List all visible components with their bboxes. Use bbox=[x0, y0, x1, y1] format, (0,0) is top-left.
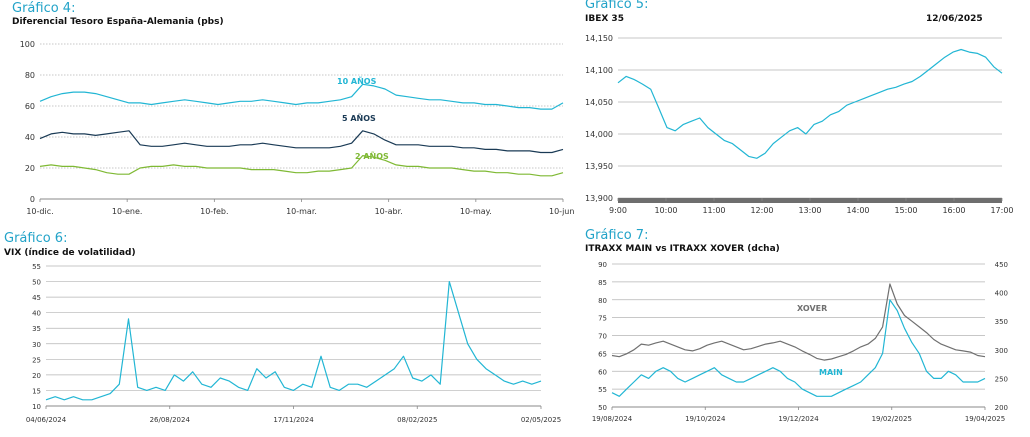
x-tick-label: 19/08/2024 bbox=[592, 415, 633, 423]
5-anos-series-line bbox=[39, 130, 564, 154]
x-tick-label: 16:00 bbox=[942, 206, 965, 215]
x-tick-label: 15:00 bbox=[894, 206, 917, 215]
x-tick-label: 19/12/2024 bbox=[778, 415, 819, 423]
x-tick-label: 02/05/2025 bbox=[521, 416, 561, 424]
x-tick-label: 10-mar. bbox=[286, 207, 317, 216]
chart-g5-plot: 13,900 13,950 14,000 14,050 14,100 14,150 9:00… bbox=[585, 34, 1014, 215]
y-tick-label: 0 bbox=[30, 195, 35, 204]
y-tick-label: 40 bbox=[32, 310, 41, 318]
y-tick-label: 14,000 bbox=[585, 130, 613, 139]
y-tick-label: 35 bbox=[32, 325, 41, 333]
x-tick-label: 13:00 bbox=[798, 206, 821, 215]
y-tick-label: 100 bbox=[20, 40, 35, 49]
y-tick-label: 80 bbox=[598, 297, 607, 305]
x-tick-label: 9:00 bbox=[609, 206, 627, 215]
x-tick-label: 12:00 bbox=[750, 206, 773, 215]
chart-label: Gráfico 4: bbox=[12, 1, 76, 16]
chart-title: ITRAXX MAIN vs ITRAXX XOVER (dcha) bbox=[585, 244, 780, 254]
y-tick-label: 50 bbox=[32, 279, 41, 287]
x-tick-label: 10:00 bbox=[654, 206, 677, 215]
x-tick-label: 19/04/2025 bbox=[965, 415, 1005, 423]
x-tick-label: 26/08/2024 bbox=[150, 416, 191, 424]
g6-series-line bbox=[45, 280, 542, 401]
y-tick-label: 13,900 bbox=[585, 194, 613, 203]
y2-tick-label: 300 bbox=[995, 347, 1008, 355]
chart-panel-g6: Gráfico 6: VIX (índice de volatilidad) 1… bbox=[0, 228, 575, 437]
x-tick-label: 17:00 bbox=[990, 206, 1013, 215]
y2-tick-label: 400 bbox=[995, 290, 1008, 298]
y-tick-label: 55 bbox=[32, 263, 41, 271]
x-tick-label: 11:00 bbox=[702, 206, 725, 215]
y-tick-label: 40 bbox=[25, 133, 35, 142]
chart-g7-plot: 50 55 60 65 70 75 80 85 90 200 250 300 350 400 450 19/0… bbox=[592, 261, 1008, 423]
chart-title: VIX (índice de volatilidad) bbox=[4, 248, 136, 258]
x-tick-label: 10-abr. bbox=[375, 207, 403, 216]
y-tick-label: 65 bbox=[598, 350, 607, 358]
y-tick-label: 50 bbox=[598, 404, 607, 412]
y-tick-label: 10 bbox=[32, 403, 41, 411]
y-tick-label: 55 bbox=[598, 386, 607, 394]
chart-label: Gráfico 6: bbox=[4, 231, 68, 246]
chart-panel-g7: Gráfico 7: ITRAXX MAIN vs ITRAXX XOVER (… bbox=[580, 228, 1030, 437]
y-tick-label: 14,100 bbox=[585, 66, 613, 75]
series-label: 10 AÑOS bbox=[337, 76, 377, 86]
series-label: 5 AÑOS bbox=[342, 113, 376, 123]
y-tick-label: 70 bbox=[598, 333, 607, 341]
chart-label: Gráfico 7: bbox=[585, 228, 649, 243]
10-anos-series-line bbox=[39, 83, 564, 110]
y-tick-label: 60 bbox=[598, 368, 607, 376]
y2-tick-label: 250 bbox=[995, 375, 1008, 383]
chart-label: Gráfico 5: bbox=[585, 0, 649, 12]
y-tick-label: 60 bbox=[25, 102, 35, 111]
x-tick-label: 19/10/2024 bbox=[685, 415, 726, 423]
main-series-line bbox=[611, 299, 986, 397]
x-tick-label: 04/06/2024 bbox=[26, 416, 67, 424]
series-label: MAIN bbox=[819, 368, 843, 377]
y-tick-label: 30 bbox=[32, 341, 41, 349]
y-tick-label: 13,950 bbox=[585, 162, 613, 171]
xover-series-line bbox=[611, 283, 986, 361]
x-tick-label: 10-feb. bbox=[200, 207, 228, 216]
y-tick-label: 15 bbox=[32, 387, 41, 395]
x-tick-label: 10-ene. bbox=[112, 207, 143, 216]
chart-title: IBEX 35 bbox=[585, 14, 624, 24]
x-tick-label: 14:00 bbox=[846, 206, 869, 215]
x-tick-label: 10-jun. bbox=[549, 207, 575, 216]
x-tick-label: 08/02/2025 bbox=[397, 416, 437, 424]
series-label: XOVER bbox=[797, 304, 827, 313]
series-label: 2 AÑOS bbox=[355, 151, 389, 161]
y2-tick-label: 350 bbox=[995, 318, 1008, 326]
x-tick-label: 17/11/2024 bbox=[273, 416, 314, 424]
y-tick-label: 20 bbox=[25, 164, 35, 173]
y-tick-label: 14,150 bbox=[585, 34, 613, 43]
g5-series-line bbox=[617, 48, 1003, 159]
y-tick-label: 14,050 bbox=[585, 98, 613, 107]
y-tick-label: 25 bbox=[32, 356, 41, 364]
x-tick-label: 19/02/2025 bbox=[872, 415, 912, 423]
chart-g6-plot: 10 15 20 25 30 35 40 45 50 55 04/06/2024 26/08/2024… bbox=[26, 263, 561, 424]
y-tick-label: 90 bbox=[598, 261, 607, 269]
x-tick-label: 10-may. bbox=[460, 207, 492, 216]
y-tick-label: 80 bbox=[25, 71, 35, 80]
chart-panel-g5: Gráfico 5: IBEX 35 12/06/2025 13,900 13,9… bbox=[580, 0, 1030, 220]
chart-g4-plot: 0 20 40 60 80 100 10-dic. 10-ene. 10-feb. 10-mar.… bbox=[20, 40, 575, 216]
y-tick-label: 85 bbox=[598, 279, 607, 287]
y-tick-label: 20 bbox=[32, 372, 41, 380]
chart-title: Diferencial Tesoro España-Alemania (pbs) bbox=[12, 17, 224, 27]
chart-date: 12/06/2025 bbox=[926, 14, 983, 24]
y2-tick-label: 450 bbox=[995, 261, 1008, 269]
chart-panel-g4: Gráfico 4: Diferencial Tesoro España-Ale… bbox=[0, 0, 575, 220]
y-tick-label: 45 bbox=[32, 294, 41, 302]
2-anos-series-line bbox=[39, 155, 564, 177]
x-tick-label: 10-dic. bbox=[26, 207, 53, 216]
y2-tick-label: 200 bbox=[995, 404, 1008, 412]
y-tick-label: 75 bbox=[598, 315, 607, 323]
